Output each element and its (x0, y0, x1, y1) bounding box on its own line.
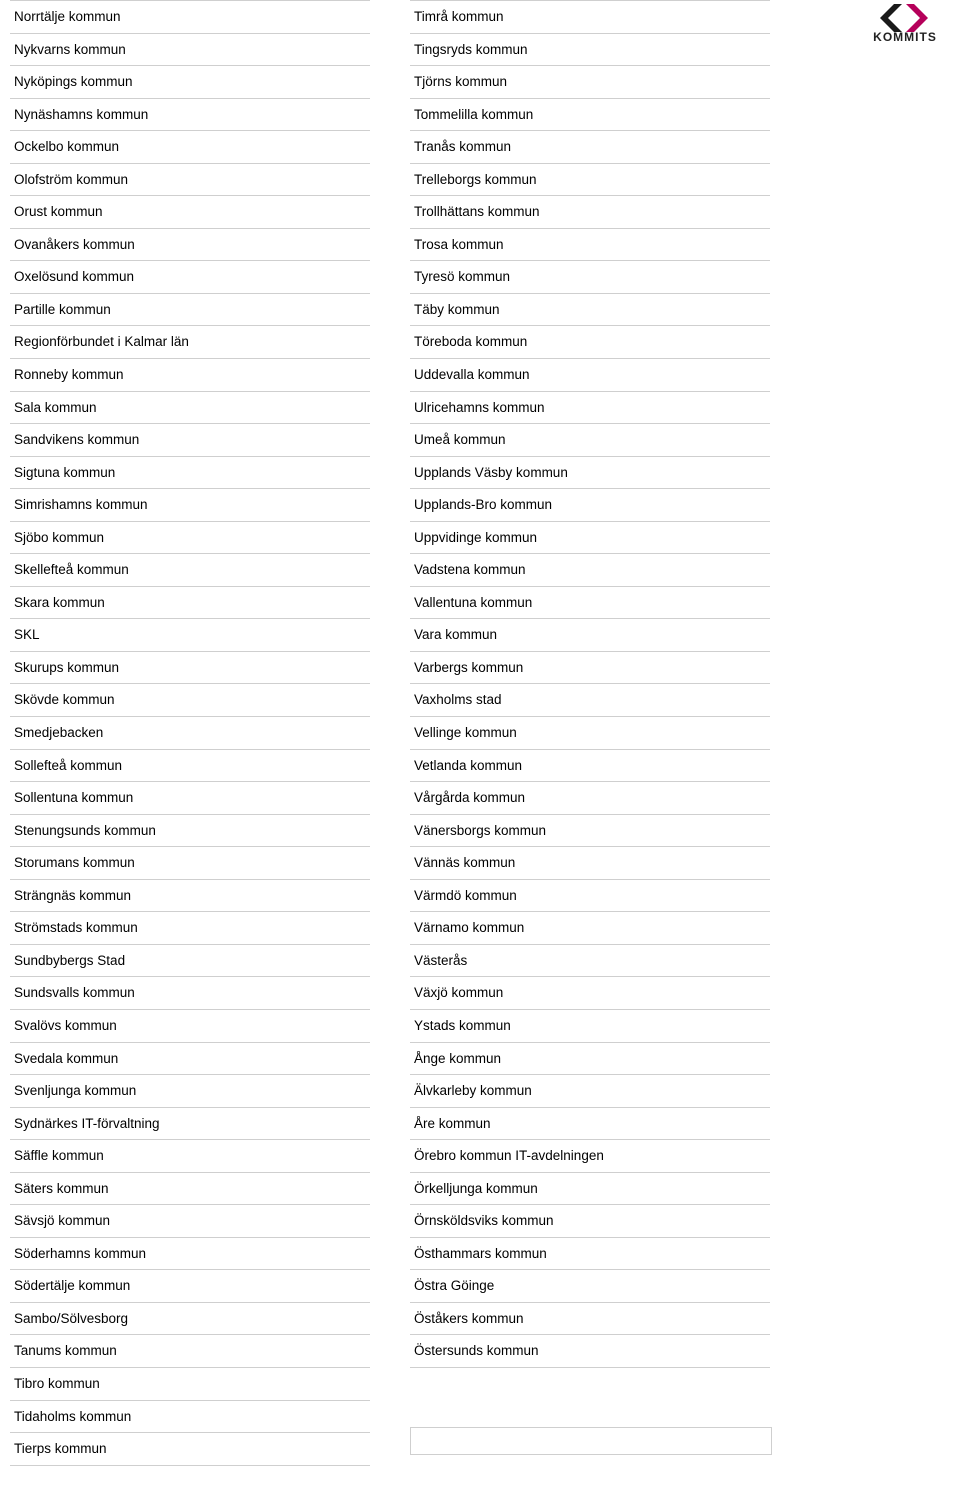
list-item: Sambo/Sölvesborg (10, 1302, 370, 1336)
list-item: Ovanåkers kommun (10, 228, 370, 262)
list-item: Tyresö kommun (410, 260, 770, 294)
list-item: Växjö kommun (410, 976, 770, 1010)
list-item: Strängnäs kommun (10, 879, 370, 913)
list-item: Sollentuna kommun (10, 781, 370, 815)
list-item: Nynäshamns kommun (10, 98, 370, 132)
list-item: Öståkers kommun (410, 1302, 770, 1336)
list-item: Tjörns kommun (410, 65, 770, 99)
list-item: Olofström kommun (10, 163, 370, 197)
list-item: Älvkarleby kommun (410, 1074, 770, 1108)
list-item: Skövde kommun (10, 683, 370, 717)
columns-wrapper: Norrtälje kommunNykvarns kommunNyköpings… (0, 0, 960, 1465)
list-item: Sandvikens kommun (10, 423, 370, 457)
list-item: Regionförbundet i Kalmar län (10, 325, 370, 359)
list-item: Säffle kommun (10, 1139, 370, 1173)
list-item: Simrishamns kommun (10, 488, 370, 522)
column-right: Timrå kommunTingsryds kommunTjörns kommu… (410, 0, 770, 1368)
list-item: Stenungsunds kommun (10, 814, 370, 848)
list-item: Smedjebacken (10, 716, 370, 750)
list-item: Vellinge kommun (410, 716, 770, 750)
list-item: Sollefteå kommun (10, 749, 370, 783)
list-item: Säters kommun (10, 1172, 370, 1206)
list-item: Örkelljunga kommun (410, 1172, 770, 1206)
list-item: Vaxholms stad (410, 683, 770, 717)
list-item: Vallentuna kommun (410, 586, 770, 620)
list-item: Umeå kommun (410, 423, 770, 457)
list-item: Sydnärkes IT-förvaltning (10, 1107, 370, 1141)
list-item: Storumans kommun (10, 846, 370, 880)
list-item: Strömstads kommun (10, 911, 370, 945)
list-item: Värmdö kommun (410, 879, 770, 913)
empty-box (410, 1427, 772, 1455)
list-item: Trollhättans kommun (410, 195, 770, 229)
list-item: Vårgårda kommun (410, 781, 770, 815)
list-item: Ronneby kommun (10, 358, 370, 392)
list-item: Tingsryds kommun (410, 33, 770, 67)
list-item: Skellefteå kommun (10, 553, 370, 587)
page-container: KOMMITS Norrtälje kommunNykvarns kommunN… (0, 0, 960, 1494)
list-item: Vara kommun (410, 618, 770, 652)
list-item: Nykvarns kommun (10, 33, 370, 67)
list-item: Vadstena kommun (410, 553, 770, 587)
list-item: Sundsvalls kommun (10, 976, 370, 1010)
list-item: Sundbybergs Stad (10, 944, 370, 978)
list-item: Svedala kommun (10, 1042, 370, 1076)
list-item: Tidaholms kommun (10, 1400, 370, 1434)
list-item: Svenljunga kommun (10, 1074, 370, 1108)
column-left: Norrtälje kommunNykvarns kommunNyköpings… (10, 0, 370, 1465)
list-item: Värnamo kommun (410, 911, 770, 945)
list-item: Oxelösund kommun (10, 260, 370, 294)
list-item: Sjöbo kommun (10, 521, 370, 555)
list-item: Svalövs kommun (10, 1009, 370, 1043)
list-item: Tommelilla kommun (410, 98, 770, 132)
list-item: Örebro kommun IT-avdelningen (410, 1139, 770, 1173)
list-item: Uppvidinge kommun (410, 521, 770, 555)
list-item: Timrå kommun (410, 0, 770, 34)
list-item: Upplands-Bro kommun (410, 488, 770, 522)
list-item: Östersunds kommun (410, 1334, 770, 1368)
list-item: Östra Göinge (410, 1269, 770, 1303)
list-item: Ulricehamns kommun (410, 391, 770, 425)
list-item: Vetlanda kommun (410, 749, 770, 783)
list-item: Varbergs kommun (410, 651, 770, 685)
list-item: Sala kommun (10, 391, 370, 425)
list-item: Åre kommun (410, 1107, 770, 1141)
list-item: Söderhamns kommun (10, 1237, 370, 1271)
list-item: Örnsköldsviks kommun (410, 1204, 770, 1238)
list-item: Partille kommun (10, 293, 370, 327)
list-item: Nyköpings kommun (10, 65, 370, 99)
list-item: Ånge kommun (410, 1042, 770, 1076)
list-item: Trosa kommun (410, 228, 770, 262)
list-item: Vänersborgs kommun (410, 814, 770, 848)
list-item: Skara kommun (10, 586, 370, 620)
list-item: Sävsjö kommun (10, 1204, 370, 1238)
list-item: Tibro kommun (10, 1367, 370, 1401)
list-item: Västerås (410, 944, 770, 978)
list-item: Tierps kommun (10, 1432, 370, 1466)
list-item: Norrtälje kommun (10, 0, 370, 34)
logo: KOMMITS (860, 4, 950, 44)
list-item: Tanums kommun (10, 1334, 370, 1368)
list-item: SKL (10, 618, 370, 652)
list-item: Södertälje kommun (10, 1269, 370, 1303)
list-item: Täby kommun (410, 293, 770, 327)
list-item: Skurups kommun (10, 651, 370, 685)
logo-icon (876, 4, 934, 32)
list-item: Uddevalla kommun (410, 358, 770, 392)
logo-text: KOMMITS (860, 30, 950, 44)
column-right-wrapper: Timrå kommunTingsryds kommunTjörns kommu… (410, 0, 770, 1465)
list-item: Orust kommun (10, 195, 370, 229)
list-item: Sigtuna kommun (10, 456, 370, 490)
list-item: Tranås kommun (410, 130, 770, 164)
list-item: Trelleborgs kommun (410, 163, 770, 197)
list-item: Ystads kommun (410, 1009, 770, 1043)
list-item: Upplands Väsby kommun (410, 456, 770, 490)
list-item: Vännäs kommun (410, 846, 770, 880)
list-item: Östhammars kommun (410, 1237, 770, 1271)
list-item: Töreboda kommun (410, 325, 770, 359)
list-item: Ockelbo kommun (10, 130, 370, 164)
